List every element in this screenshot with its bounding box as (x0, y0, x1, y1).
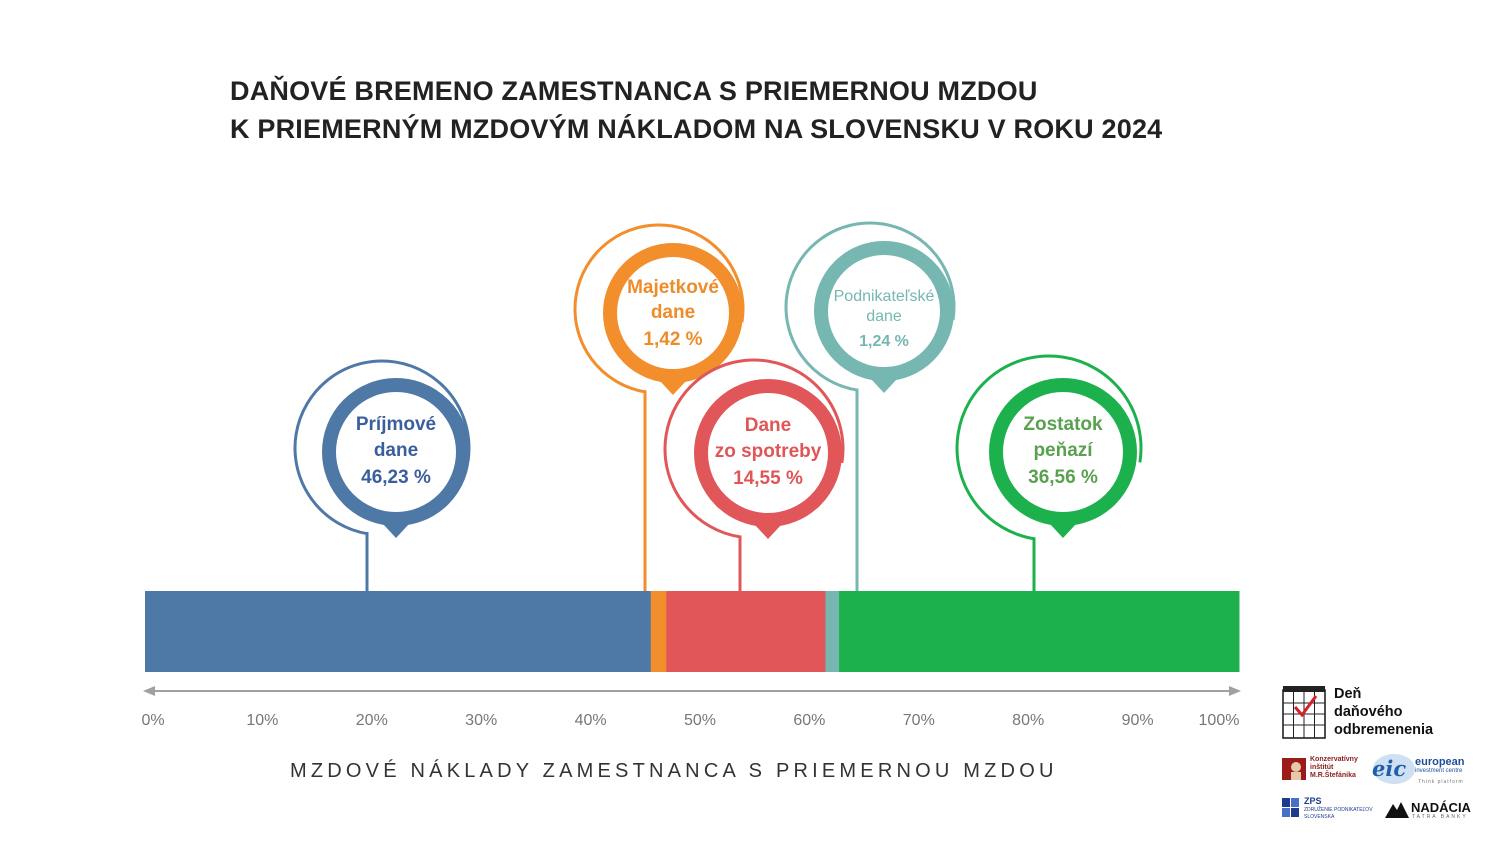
x-tick-label-7: 60% (793, 712, 825, 729)
segment-label-4-line-2: dane (866, 308, 902, 325)
segment-value-label-3: 14,55 % (733, 468, 803, 489)
bubble-outer-ring-2 (573, 223, 745, 394)
segment-label-5-line-2: peňazí (1033, 440, 1093, 461)
kimrs-emblem-icon (1282, 758, 1306, 780)
kimrs-line-2: inštitút (1310, 764, 1334, 771)
x-tick-label-11: 100% (1199, 712, 1240, 729)
zps-line-2: ZDRUŽENIE PODNIKATEĽOV (1304, 806, 1373, 813)
x-tick-label-4: 30% (465, 712, 497, 729)
segment-label-5-line-1: Zostatok (1023, 414, 1103, 435)
segment-value-label-4: 1,24 % (859, 333, 909, 350)
segment-label-1-line-1: Príjmové (356, 414, 436, 435)
bar-segment-4 (825, 591, 840, 672)
segment-label-4-line-1: Podnikateľské (834, 288, 935, 305)
chart-title-line-2: K PRIEMERNÝM MZDOVÝM NÁKLADOM NA SLOVENS… (230, 114, 1163, 144)
zps-abbr: ZPS (1304, 796, 1322, 806)
kimrs-logo: Konzervatívny inštitút M.R.Štefánika (1282, 756, 1382, 786)
bar-segment-5 (839, 591, 1240, 672)
bubble-ring-2 (603, 243, 743, 383)
chart-title-line-1: DAŇOVÉ BREMENO ZAMESTNANCA S PRIEMERNOU … (230, 76, 1038, 106)
x-tick-label-9: 80% (1012, 712, 1044, 729)
den-danoveho-line-1: Deň (1334, 686, 1362, 702)
den-danoveho-odbremenenia-logo: Deň daňového odbremenenia (1282, 685, 1482, 740)
x-tick-label-3: 20% (356, 712, 388, 729)
den-danoveho-line-2: daňového (1334, 704, 1403, 720)
zps-line-3: SLOVENSKA (1304, 814, 1335, 820)
eic-logo: eic european investment centre Think pla… (1372, 752, 1482, 788)
bar-segment-3 (666, 591, 826, 672)
x-axis-arrow-right (1229, 686, 1241, 696)
zps-grid-icon (1282, 798, 1299, 817)
chart-title: DAŇOVÉ BREMENO ZAMESTNANCA S PRIEMERNOU … (230, 72, 1162, 148)
x-tick-label-1: 0% (141, 712, 164, 729)
segment-label-1-line-2: dane (374, 440, 418, 461)
eic-sub: Think platform (1418, 779, 1464, 785)
eic-line-2: investment centre (1415, 768, 1463, 774)
bubble-pointer-2 (660, 381, 686, 395)
kimrs-line-1: Konzervatívny (1310, 756, 1358, 763)
x-tick-label-8: 70% (903, 712, 935, 729)
bubble-pointer-5 (1050, 524, 1076, 538)
bar-segment-2 (650, 591, 667, 672)
zps-line-1: ZPS (1304, 796, 1373, 807)
bubble-pointer-4 (871, 379, 897, 393)
segment-value-label-5: 36,56 % (1028, 467, 1098, 488)
segment-label-3-line-2: zo spotreby (715, 441, 822, 462)
nadacia-sub: TATRA BANKY (1412, 814, 1468, 820)
nadacia-name: NADÁCIA (1411, 800, 1471, 815)
den-danoveho-line-3: odbremenenia (1334, 722, 1434, 738)
eic-globe-icon (1373, 754, 1415, 784)
bubble-outer-ring-3 (663, 358, 845, 539)
bubble-outer-ring-1 (293, 359, 471, 536)
bar-segment-1 (145, 591, 652, 672)
bubble-ring-3 (694, 379, 842, 527)
bubble-ring-1 (322, 378, 470, 526)
segment-label-2-line-2: dane (651, 302, 695, 323)
segment-label-3-line-1: Dane (745, 415, 791, 436)
zps-logo: ZPS ZDRUŽENIE PODNIKATEĽOV SLOVENSKA (1282, 796, 1382, 822)
x-tick-label-10: 90% (1122, 712, 1154, 729)
x-axis-arrow-left (143, 686, 155, 696)
bubble-outer-ring-5 (955, 354, 1143, 541)
segment-value-label-1: 46,23 % (361, 467, 431, 488)
eic-mark: eic (1372, 756, 1407, 781)
x-tick-label-5: 40% (575, 712, 607, 729)
segment-label-2-line-1: Majetkové (627, 277, 719, 298)
segment-value-label-2: 1,42 % (643, 329, 702, 350)
x-tick-label-6: 50% (684, 712, 716, 729)
x-axis-label: MZDOVÉ NÁKLADY ZAMESTNANCA S PRIEMERNOU … (290, 760, 1058, 782)
tatra-banka-icon (1385, 802, 1409, 818)
bubble-pointer-1 (383, 524, 409, 538)
kimrs-line-3: M.R.Štefánika (1310, 772, 1356, 779)
nadacia-tatra-banky-logo: NADÁCIA TATRA BANKY (1385, 800, 1485, 822)
eic-line-1: european (1415, 756, 1465, 768)
calendar-check-icon (1282, 686, 1326, 739)
bubble-outer-ring-4 (784, 221, 956, 392)
bubble-pointer-3 (755, 525, 781, 539)
bubble-ring-4 (814, 241, 954, 381)
bubble-ring-5 (989, 378, 1137, 526)
x-tick-label-2: 10% (246, 712, 278, 729)
